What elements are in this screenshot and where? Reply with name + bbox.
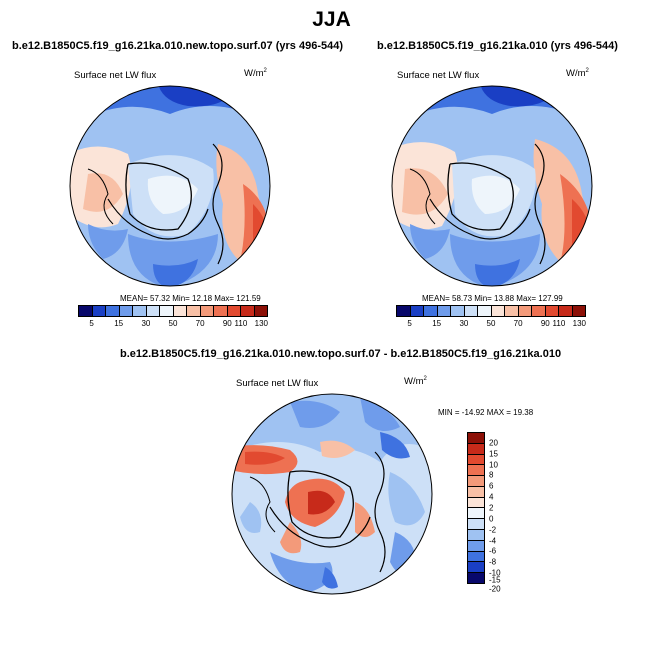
colorbar-cell [214, 306, 228, 316]
colorbar-tick-label: 8 [489, 470, 494, 480]
colorbar-cell [437, 306, 451, 316]
colorbar-cell [468, 465, 484, 477]
colorbar-cell [468, 486, 484, 498]
colorbar-tick-label: 15 [432, 319, 442, 328]
panel-2-colorbar-labels: 5 15 30 50 70 90 110 130 [396, 319, 586, 329]
colorbar-cell [106, 306, 120, 316]
colorbar-cell [92, 306, 106, 316]
colorbar-cell [464, 306, 478, 316]
panel-2-map [391, 85, 593, 287]
colorbar-cell [146, 306, 160, 316]
panel-1-map [69, 85, 271, 287]
panel-2-stats: MEAN= 58.73 Min= 13.88 Max= 127.99 [422, 294, 563, 303]
panel-3-colorbar [467, 432, 485, 584]
panel-3-colorbar-labels: 20 15 10 8 6 4 2 0 -2 -4 -6 -8 -10 -15 -… [489, 432, 519, 593]
colorbar-cell [572, 306, 585, 316]
colorbar-tick-label: 110 [552, 319, 566, 328]
colorbar-cell [468, 551, 484, 563]
colorbar-cell [468, 454, 484, 466]
colorbar-tick-label: 0 [489, 514, 494, 524]
colorbar-tick-label: 6 [489, 481, 494, 491]
colorbar-cell [79, 306, 93, 316]
figure-title: JJA [312, 8, 351, 31]
colorbar-tick-label: 30 [141, 319, 151, 328]
colorbar-cell [505, 306, 519, 316]
colorbar-cell [545, 306, 559, 316]
colorbar-tick-label: 4 [489, 492, 494, 502]
panel-1-variable-label: Surface net LW flux [74, 70, 157, 81]
colorbar-tick-label: -20 [489, 584, 501, 593]
panel-3-stats: MIN = -14.92 MAX = 19.38 [438, 408, 534, 417]
panel-2-units: W/m2 [566, 68, 589, 80]
colorbar-tick-label: -10 [489, 568, 501, 578]
colorbar-cell [254, 306, 267, 316]
colorbar-tick-label: 15 [114, 319, 124, 328]
colorbar-cell [532, 306, 546, 316]
colorbar-tick-label: 90 [540, 319, 550, 328]
panel-1-colorbar-labels: 5 15 30 50 70 90 110 130 [78, 319, 268, 329]
colorbar-cell [160, 306, 174, 316]
panel-1-case-title: b.e12.B1850C5.f19_g16.21ka.010.new.topo.… [12, 40, 343, 52]
colorbar-cell [173, 306, 187, 316]
colorbar-tick-label: 50 [168, 319, 178, 328]
colorbar-tick-label: -2 [489, 525, 497, 535]
colorbar-tick-label: 5 [89, 319, 94, 328]
colorbar-cell [424, 306, 438, 316]
panel-2-case-title: b.e12.B1850C5.f19_g16.21ka.010 (yrs 496-… [377, 40, 618, 52]
colorbar-tick-label: 2 [489, 503, 494, 513]
colorbar-tick-label: 5 [407, 319, 412, 328]
panel-3-case-title: b.e12.B1850C5.f19_g16.21ka.010.new.topo.… [120, 348, 562, 360]
panel-3-variable-label: Surface net LW flux [236, 378, 319, 389]
colorbar-tick-label: 130 [572, 319, 586, 328]
colorbar-tick-label: 30 [459, 319, 469, 328]
colorbar-cell [468, 497, 484, 509]
colorbar-cell [200, 306, 214, 316]
panel-3-units: W/m2 [404, 376, 427, 388]
colorbar-tick-label: 70 [195, 319, 205, 328]
colorbar-tick-label: 50 [486, 319, 496, 328]
panel-1-colorbar [78, 305, 268, 317]
colorbar-tick-label: -15 [489, 575, 501, 585]
colorbar-cell [410, 306, 424, 316]
colorbar-tick-label: 70 [513, 319, 523, 328]
colorbar-cell [478, 306, 492, 316]
colorbar-tick-label: -8 [489, 557, 497, 567]
colorbar-cell [468, 433, 484, 444]
panel-1-stats: MEAN= 57.32 Min= 12.18 Max= 121.59 [120, 294, 261, 303]
colorbar-cell [468, 540, 484, 552]
colorbar-tick-label: -4 [489, 536, 497, 546]
colorbar-tick-label: 20 [489, 438, 498, 448]
colorbar-tick-label: 110 [234, 319, 248, 328]
colorbar-cell [468, 519, 484, 531]
colorbar-cell [468, 573, 484, 583]
colorbar-cell [468, 508, 484, 520]
colorbar-cell [227, 306, 241, 316]
colorbar-cell [468, 562, 484, 574]
colorbar-cell [119, 306, 133, 316]
panel-2-variable-label: Surface net LW flux [397, 70, 480, 81]
panel-2-colorbar [396, 305, 586, 317]
colorbar-cell [491, 306, 505, 316]
colorbar-cell [187, 306, 201, 316]
colorbar-cell [241, 306, 255, 316]
colorbar-cell [559, 306, 573, 316]
colorbar-cell [518, 306, 532, 316]
colorbar-cell [468, 476, 484, 487]
panel-3-map [231, 393, 433, 595]
colorbar-cell [451, 306, 465, 316]
colorbar-tick-label: 10 [489, 460, 498, 470]
colorbar-tick-label: -6 [489, 546, 497, 556]
panel-1-units: W/m2 [244, 68, 267, 80]
colorbar-tick-label: 130 [254, 319, 268, 328]
colorbar-tick-label: 90 [222, 319, 232, 328]
colorbar-cell [133, 306, 147, 316]
colorbar-cell [468, 530, 484, 541]
colorbar-cell [468, 443, 484, 455]
colorbar-cell [397, 306, 411, 316]
colorbar-tick-label: 15 [489, 449, 498, 459]
